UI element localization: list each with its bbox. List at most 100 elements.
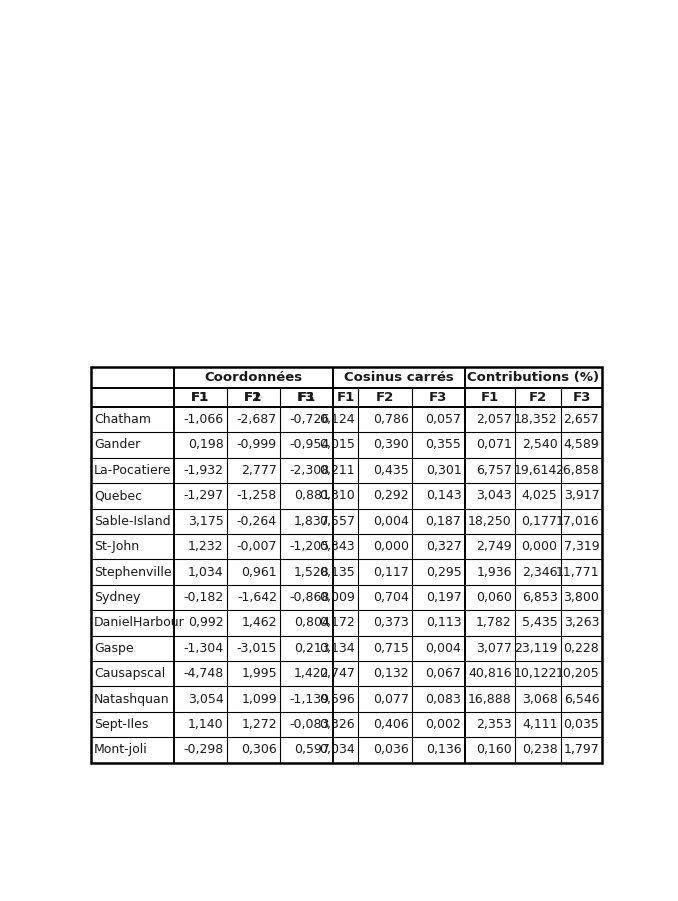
Text: -1,139: -1,139	[290, 693, 330, 705]
Text: 0,343: 0,343	[319, 540, 355, 553]
Text: 0,057: 0,057	[425, 413, 462, 426]
Text: 0,715: 0,715	[373, 642, 409, 655]
Text: 1,995: 1,995	[241, 667, 277, 680]
Text: F3: F3	[572, 391, 591, 405]
Text: 0,187: 0,187	[426, 514, 462, 528]
Text: 0,067: 0,067	[426, 667, 462, 680]
Text: -1,205: -1,205	[290, 540, 330, 553]
Text: 0,435: 0,435	[373, 464, 409, 477]
Text: 0,804: 0,804	[294, 616, 330, 630]
Text: 0,035: 0,035	[563, 718, 599, 731]
Text: 6,853: 6,853	[522, 591, 557, 604]
Text: 11,771: 11,771	[556, 566, 599, 578]
Text: 18,352: 18,352	[514, 413, 557, 426]
Text: 0,004: 0,004	[373, 514, 409, 528]
Text: Mont-joli: Mont-joli	[94, 743, 148, 757]
Text: -0,868: -0,868	[290, 591, 330, 604]
Text: 2,353: 2,353	[476, 718, 512, 731]
Text: 0,160: 0,160	[476, 743, 512, 757]
Text: 0,177: 0,177	[521, 514, 557, 528]
Text: Causapscal: Causapscal	[94, 667, 165, 680]
Text: 1,140: 1,140	[188, 718, 224, 731]
Text: Quebec: Quebec	[94, 489, 142, 503]
Text: 2,749: 2,749	[476, 540, 512, 553]
Text: 10,122: 10,122	[514, 667, 557, 680]
Text: 23,119: 23,119	[514, 642, 557, 655]
Text: 0,881: 0,881	[294, 489, 330, 503]
Text: -1,258: -1,258	[237, 489, 277, 503]
Text: Sydney: Sydney	[94, 591, 140, 604]
Text: 0,198: 0,198	[188, 439, 224, 451]
Text: 3,800: 3,800	[563, 591, 599, 604]
Text: 0,406: 0,406	[373, 718, 409, 731]
Text: La-Pocatiere: La-Pocatiere	[94, 464, 172, 477]
Text: F1: F1	[244, 391, 262, 405]
Text: Gaspe: Gaspe	[94, 642, 134, 655]
Text: 0,136: 0,136	[426, 743, 462, 757]
Text: St-John: St-John	[94, 540, 139, 553]
Text: 0,355: 0,355	[426, 439, 462, 451]
Text: 2,657: 2,657	[563, 413, 599, 426]
Text: Sable-Island: Sable-Island	[94, 514, 171, 528]
Text: 2,057: 2,057	[476, 413, 512, 426]
Text: F2: F2	[244, 391, 262, 405]
Text: 0,071: 0,071	[476, 439, 512, 451]
Text: Coordonnées: Coordonnées	[204, 371, 302, 384]
Text: 1,528: 1,528	[294, 566, 330, 578]
Text: 0,009: 0,009	[319, 591, 355, 604]
Text: 3,077: 3,077	[476, 642, 512, 655]
Text: 0,117: 0,117	[373, 566, 409, 578]
Text: 1,034: 1,034	[188, 566, 224, 578]
Text: F3: F3	[297, 391, 315, 405]
Text: 0,961: 0,961	[241, 566, 277, 578]
Text: 0,596: 0,596	[319, 693, 355, 705]
Text: 0,124: 0,124	[319, 413, 355, 426]
Text: 0,113: 0,113	[426, 616, 462, 630]
Text: 4,025: 4,025	[522, 489, 557, 503]
Text: 1,272: 1,272	[241, 718, 277, 731]
Text: 0,213: 0,213	[294, 642, 330, 655]
Text: 1,099: 1,099	[241, 693, 277, 705]
Text: 17,016: 17,016	[556, 514, 599, 528]
Text: 2,346: 2,346	[522, 566, 557, 578]
Text: 0,002: 0,002	[426, 718, 462, 731]
Text: 0,000: 0,000	[521, 540, 557, 553]
Text: -1,642: -1,642	[237, 591, 277, 604]
Text: -3,015: -3,015	[237, 642, 277, 655]
Text: 3,043: 3,043	[476, 489, 512, 503]
Text: 3,054: 3,054	[188, 693, 224, 705]
Text: 1,782: 1,782	[476, 616, 512, 630]
Text: 0,135: 0,135	[319, 566, 355, 578]
Text: -0,954: -0,954	[290, 439, 330, 451]
Text: 0,301: 0,301	[426, 464, 462, 477]
Text: 3,263: 3,263	[564, 616, 599, 630]
Text: DanielHarbour: DanielHarbour	[94, 616, 185, 630]
Text: 3,917: 3,917	[563, 489, 599, 503]
Text: 6,757: 6,757	[476, 464, 512, 477]
Text: 0,211: 0,211	[319, 464, 355, 477]
Text: -2,308: -2,308	[290, 464, 330, 477]
Text: 0,077: 0,077	[373, 693, 409, 705]
Text: 1,422: 1,422	[294, 667, 330, 680]
Text: 5,435: 5,435	[522, 616, 557, 630]
Text: 1,232: 1,232	[188, 540, 224, 553]
Text: Chatham: Chatham	[94, 413, 151, 426]
Text: 0,292: 0,292	[373, 489, 409, 503]
Text: 0,228: 0,228	[563, 642, 599, 655]
Text: F1: F1	[297, 391, 315, 405]
Text: 0,327: 0,327	[426, 540, 462, 553]
Text: 10,205: 10,205	[555, 667, 599, 680]
Text: 40,816: 40,816	[468, 667, 512, 680]
Text: 0,310: 0,310	[319, 489, 355, 503]
Text: 0,704: 0,704	[373, 591, 409, 604]
Text: -0,083: -0,083	[290, 718, 330, 731]
Text: 2,777: 2,777	[241, 464, 277, 477]
Text: 0,992: 0,992	[188, 616, 224, 630]
Text: -0,999: -0,999	[237, 439, 277, 451]
Text: Stephenville: Stephenville	[94, 566, 172, 578]
Text: 0,060: 0,060	[476, 591, 512, 604]
Text: 0,747: 0,747	[319, 667, 355, 680]
Text: -1,066: -1,066	[183, 413, 224, 426]
Text: -0,264: -0,264	[237, 514, 277, 528]
Text: 1,936: 1,936	[476, 566, 512, 578]
